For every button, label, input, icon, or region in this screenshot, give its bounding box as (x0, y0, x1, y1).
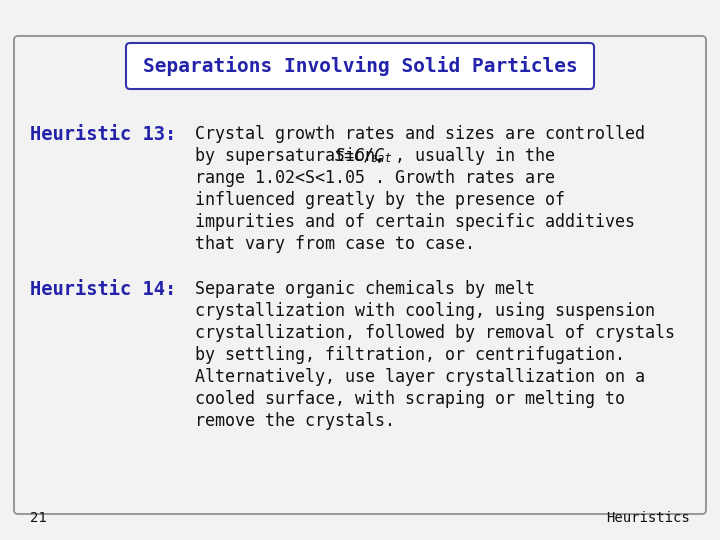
Text: Alternatively, use layer crystallization on a: Alternatively, use layer crystallization… (195, 368, 645, 386)
Text: that vary from case to case.: that vary from case to case. (195, 235, 475, 253)
Text: crystallization, followed by removal of crystals: crystallization, followed by removal of … (195, 324, 675, 342)
Text: range 1.02<S<1.05 . Growth rates are: range 1.02<S<1.05 . Growth rates are (195, 169, 555, 187)
Text: by settling, filtration, or centrifugation.: by settling, filtration, or centrifugati… (195, 346, 625, 364)
FancyBboxPatch shape (14, 36, 706, 514)
Text: Separate organic chemicals by melt: Separate organic chemicals by melt (195, 280, 535, 298)
Text: sat: sat (370, 152, 392, 165)
Text: Heuristic 13:: Heuristic 13: (30, 125, 176, 144)
Text: by supersaturation,: by supersaturation, (195, 147, 395, 165)
Text: 21: 21 (30, 511, 47, 525)
Text: Crystal growth rates and sizes are controlled: Crystal growth rates and sizes are contr… (195, 125, 645, 143)
Text: Separations Involving Solid Particles: Separations Involving Solid Particles (143, 56, 577, 76)
Text: , usually in the: , usually in the (385, 147, 555, 165)
Text: Heuristic 14:: Heuristic 14: (30, 280, 176, 299)
Text: remove the crystals.: remove the crystals. (195, 412, 395, 430)
Text: crystallization with cooling, using suspension: crystallization with cooling, using susp… (195, 302, 655, 320)
FancyBboxPatch shape (126, 43, 594, 89)
Text: cooled surface, with scraping or melting to: cooled surface, with scraping or melting… (195, 390, 625, 408)
Text: impurities and of certain specific additives: impurities and of certain specific addit… (195, 213, 635, 231)
Text: influenced greatly by the presence of: influenced greatly by the presence of (195, 191, 565, 209)
Text: Heuristics: Heuristics (606, 511, 690, 525)
Text: S=C/C: S=C/C (335, 147, 385, 165)
